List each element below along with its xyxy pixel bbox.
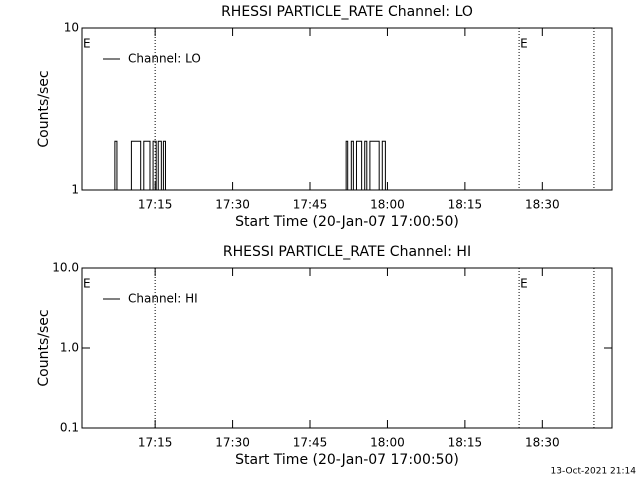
plot-frame — [81, 267, 613, 429]
x-tick-label: 18:30 — [525, 198, 560, 212]
plot-frame — [81, 27, 613, 191]
footer: 13-Oct-2021 21:14 — [551, 467, 637, 477]
annotation: E — [520, 37, 528, 51]
y-tick-label: 1 — [71, 183, 79, 197]
chart-title: RHESSI PARTICLE_RATE Channel: HI — [223, 244, 471, 260]
x-axis-label: Start Time (20-Jan-07 17:00:50) — [235, 214, 459, 230]
x-tick-label: 17:30 — [215, 436, 250, 450]
legend-label: Channel: HI — [128, 292, 198, 306]
x-tick-label: 17:15 — [138, 198, 173, 212]
x-tick-label: 17:45 — [293, 436, 328, 450]
y-tick-label: 1.0 — [60, 341, 79, 355]
y-tick-label: 0.1 — [60, 421, 79, 435]
y-tick-label: 10 — [64, 21, 79, 35]
series-line — [82, 140, 612, 191]
y-axis-label: Counts/sec — [36, 309, 52, 386]
x-tick-label: 18:00 — [370, 198, 405, 212]
annotation: E — [83, 277, 91, 291]
y-tick-label: 10.0 — [52, 261, 79, 275]
annotation: E — [83, 37, 91, 51]
x-tick-label: 17:30 — [215, 198, 250, 212]
x-tick-label: 18:15 — [448, 198, 483, 212]
x-tick-label: 18:15 — [448, 436, 483, 450]
x-tick-label: 18:30 — [525, 436, 560, 450]
chart-title: RHESSI PARTICLE_RATE Channel: LO — [221, 4, 473, 20]
y-axis-label: Counts/sec — [36, 70, 52, 147]
x-tick-label: 18:00 — [370, 436, 405, 450]
x-axis-label: Start Time (20-Jan-07 17:00:50) — [235, 452, 459, 468]
x-tick-label: 17:15 — [138, 436, 173, 450]
x-tick-label: 17:45 — [293, 198, 328, 212]
legend-label: Channel: LO — [128, 52, 201, 66]
annotation: E — [520, 277, 528, 291]
